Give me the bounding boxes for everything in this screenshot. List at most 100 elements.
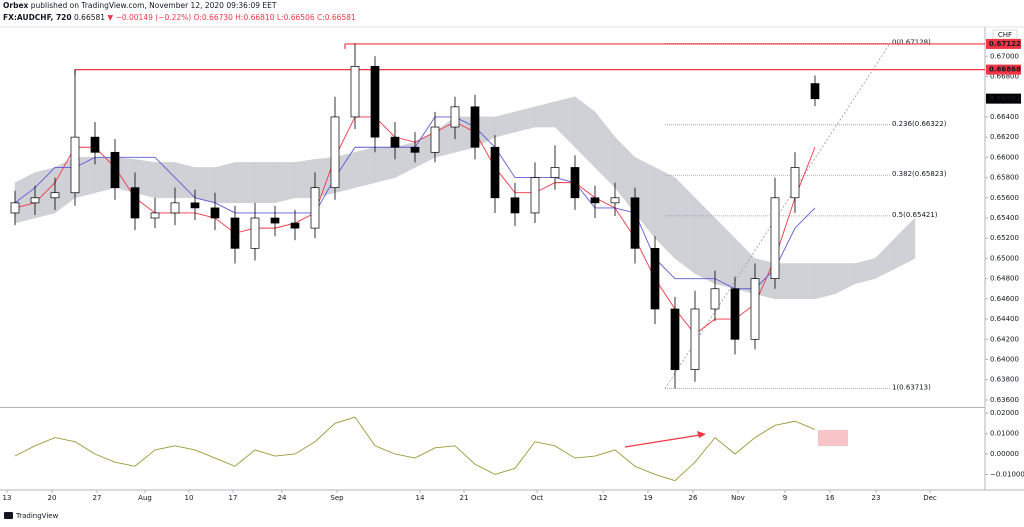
cloud [214, 162, 236, 204]
cloud [354, 146, 376, 189]
candle-body [790, 167, 800, 199]
candle-body [630, 197, 640, 249]
publisher: Orbex [3, 1, 29, 10]
x-tick-label: 21 [460, 494, 469, 502]
fib-label: 0.382(0.65823) [892, 170, 947, 178]
y-tick-label: 0.65400 [990, 214, 1019, 222]
x-tick-label: Sep [330, 494, 344, 502]
x-tick-label: 13 [3, 494, 12, 502]
y-tick-label: 0.65800 [990, 174, 1019, 182]
candle-body [150, 212, 160, 219]
y-tick-label: 0.64000 [990, 356, 1019, 364]
y-tick-label: 0.63800 [990, 376, 1019, 384]
cloud [234, 162, 256, 204]
candle-body [810, 83, 820, 100]
candle-body [550, 167, 560, 178]
candle-body [130, 187, 140, 219]
candle-body [510, 197, 520, 214]
candle-body [230, 217, 240, 249]
candle-body [410, 146, 420, 153]
logo-mark [4, 512, 13, 519]
y-tick-label: 0.64800 [990, 275, 1019, 283]
cloud [274, 162, 296, 204]
candle-body [470, 106, 480, 148]
fib-label: 1(0.63713) [892, 384, 931, 392]
candle-body [390, 136, 400, 148]
y-tick-label: 0.65600 [990, 194, 1019, 202]
y-tick-label: 0.65000 [990, 254, 1019, 262]
y-tick-label: 0.64600 [990, 295, 1019, 303]
candle-body [190, 202, 200, 209]
candle-body [170, 202, 180, 214]
candle-body [610, 197, 620, 204]
y-tick-label: 0.63600 [990, 396, 1019, 404]
fib-label: 0.236(0.66322) [892, 120, 947, 128]
x-tick-label: 26 [689, 494, 698, 502]
highlight-box [818, 430, 848, 446]
y-tick-label: 0.64400 [990, 315, 1019, 323]
symbol: FX:AUDCHF, 720 [3, 13, 72, 22]
x-tick-label: Oct [531, 494, 543, 502]
fib-trend-line [664, 43, 891, 389]
y2-tick-label: 0.00000 [990, 450, 1019, 458]
y-tick-label: 0.66400 [990, 113, 1019, 121]
logo-text: TradingView [15, 512, 59, 520]
x-tick-label: 20 [48, 494, 57, 502]
y2-tick-label: 0.01000 [990, 430, 1019, 438]
candle-body [750, 278, 760, 340]
logo: TradingView [4, 512, 59, 520]
candle-body [50, 192, 60, 199]
y-tick-label: 0.64200 [990, 335, 1019, 343]
candle-body [30, 197, 40, 204]
cloud [894, 217, 916, 269]
price: 0.66581 [74, 13, 105, 22]
candle-body [770, 197, 780, 280]
y-tick-label: 0.65200 [990, 234, 1019, 242]
candle-body [310, 187, 320, 229]
cloud [194, 167, 216, 204]
x-tick-label: Nov [731, 494, 745, 502]
candle-body [710, 288, 720, 310]
cloud [254, 162, 276, 204]
price-badge-label: 0.66868 [989, 66, 1021, 74]
x-tick-label: 27 [93, 494, 102, 502]
cloud [374, 147, 396, 183]
symbol-line: FX:AUDCHF, 720 0.66581 ▼ −0.00149 (−0.22… [3, 13, 356, 22]
oscillator-line [14, 416, 816, 482]
price-badge [986, 38, 1021, 49]
annotation-arrow [624, 431, 706, 448]
candle-body [370, 66, 380, 138]
candle-body [530, 177, 540, 214]
x-tick-label: 23 [872, 494, 881, 502]
candle-body [270, 217, 280, 224]
arrow-line [624, 434, 701, 448]
y-tick-label: 0.66000 [990, 153, 1019, 161]
candle-body [290, 222, 300, 229]
candle-body [570, 167, 580, 199]
arrow-head [697, 431, 706, 438]
last-price-label: 0.66581 [989, 95, 1021, 103]
x-tick-label: 12 [599, 494, 608, 502]
x-tick-label: 10 [185, 494, 194, 502]
y2-tick-label: −0.01000 [990, 470, 1024, 478]
fib-label: 0.5(0.65421) [892, 211, 938, 219]
price-badge [986, 64, 1021, 75]
candle-body [90, 136, 100, 153]
x-tick-label: Aug [138, 494, 152, 502]
candle-body [330, 116, 340, 189]
y-tick-label: 0.66800 [990, 72, 1019, 80]
last-price-badge [986, 93, 1021, 104]
candle-body [590, 197, 600, 204]
candle-body [430, 126, 440, 153]
candle-body [70, 136, 80, 194]
candle-body [250, 217, 260, 249]
cloud [794, 263, 816, 300]
candle-body [10, 202, 20, 214]
x-tick-label: 19 [644, 494, 653, 502]
x-tick-label: 16 [826, 494, 835, 502]
candle-body [650, 247, 660, 310]
candle-body [730, 288, 740, 340]
price-badge-label: 0.67122 [989, 40, 1021, 48]
x-tick-label: Dec [923, 494, 937, 502]
